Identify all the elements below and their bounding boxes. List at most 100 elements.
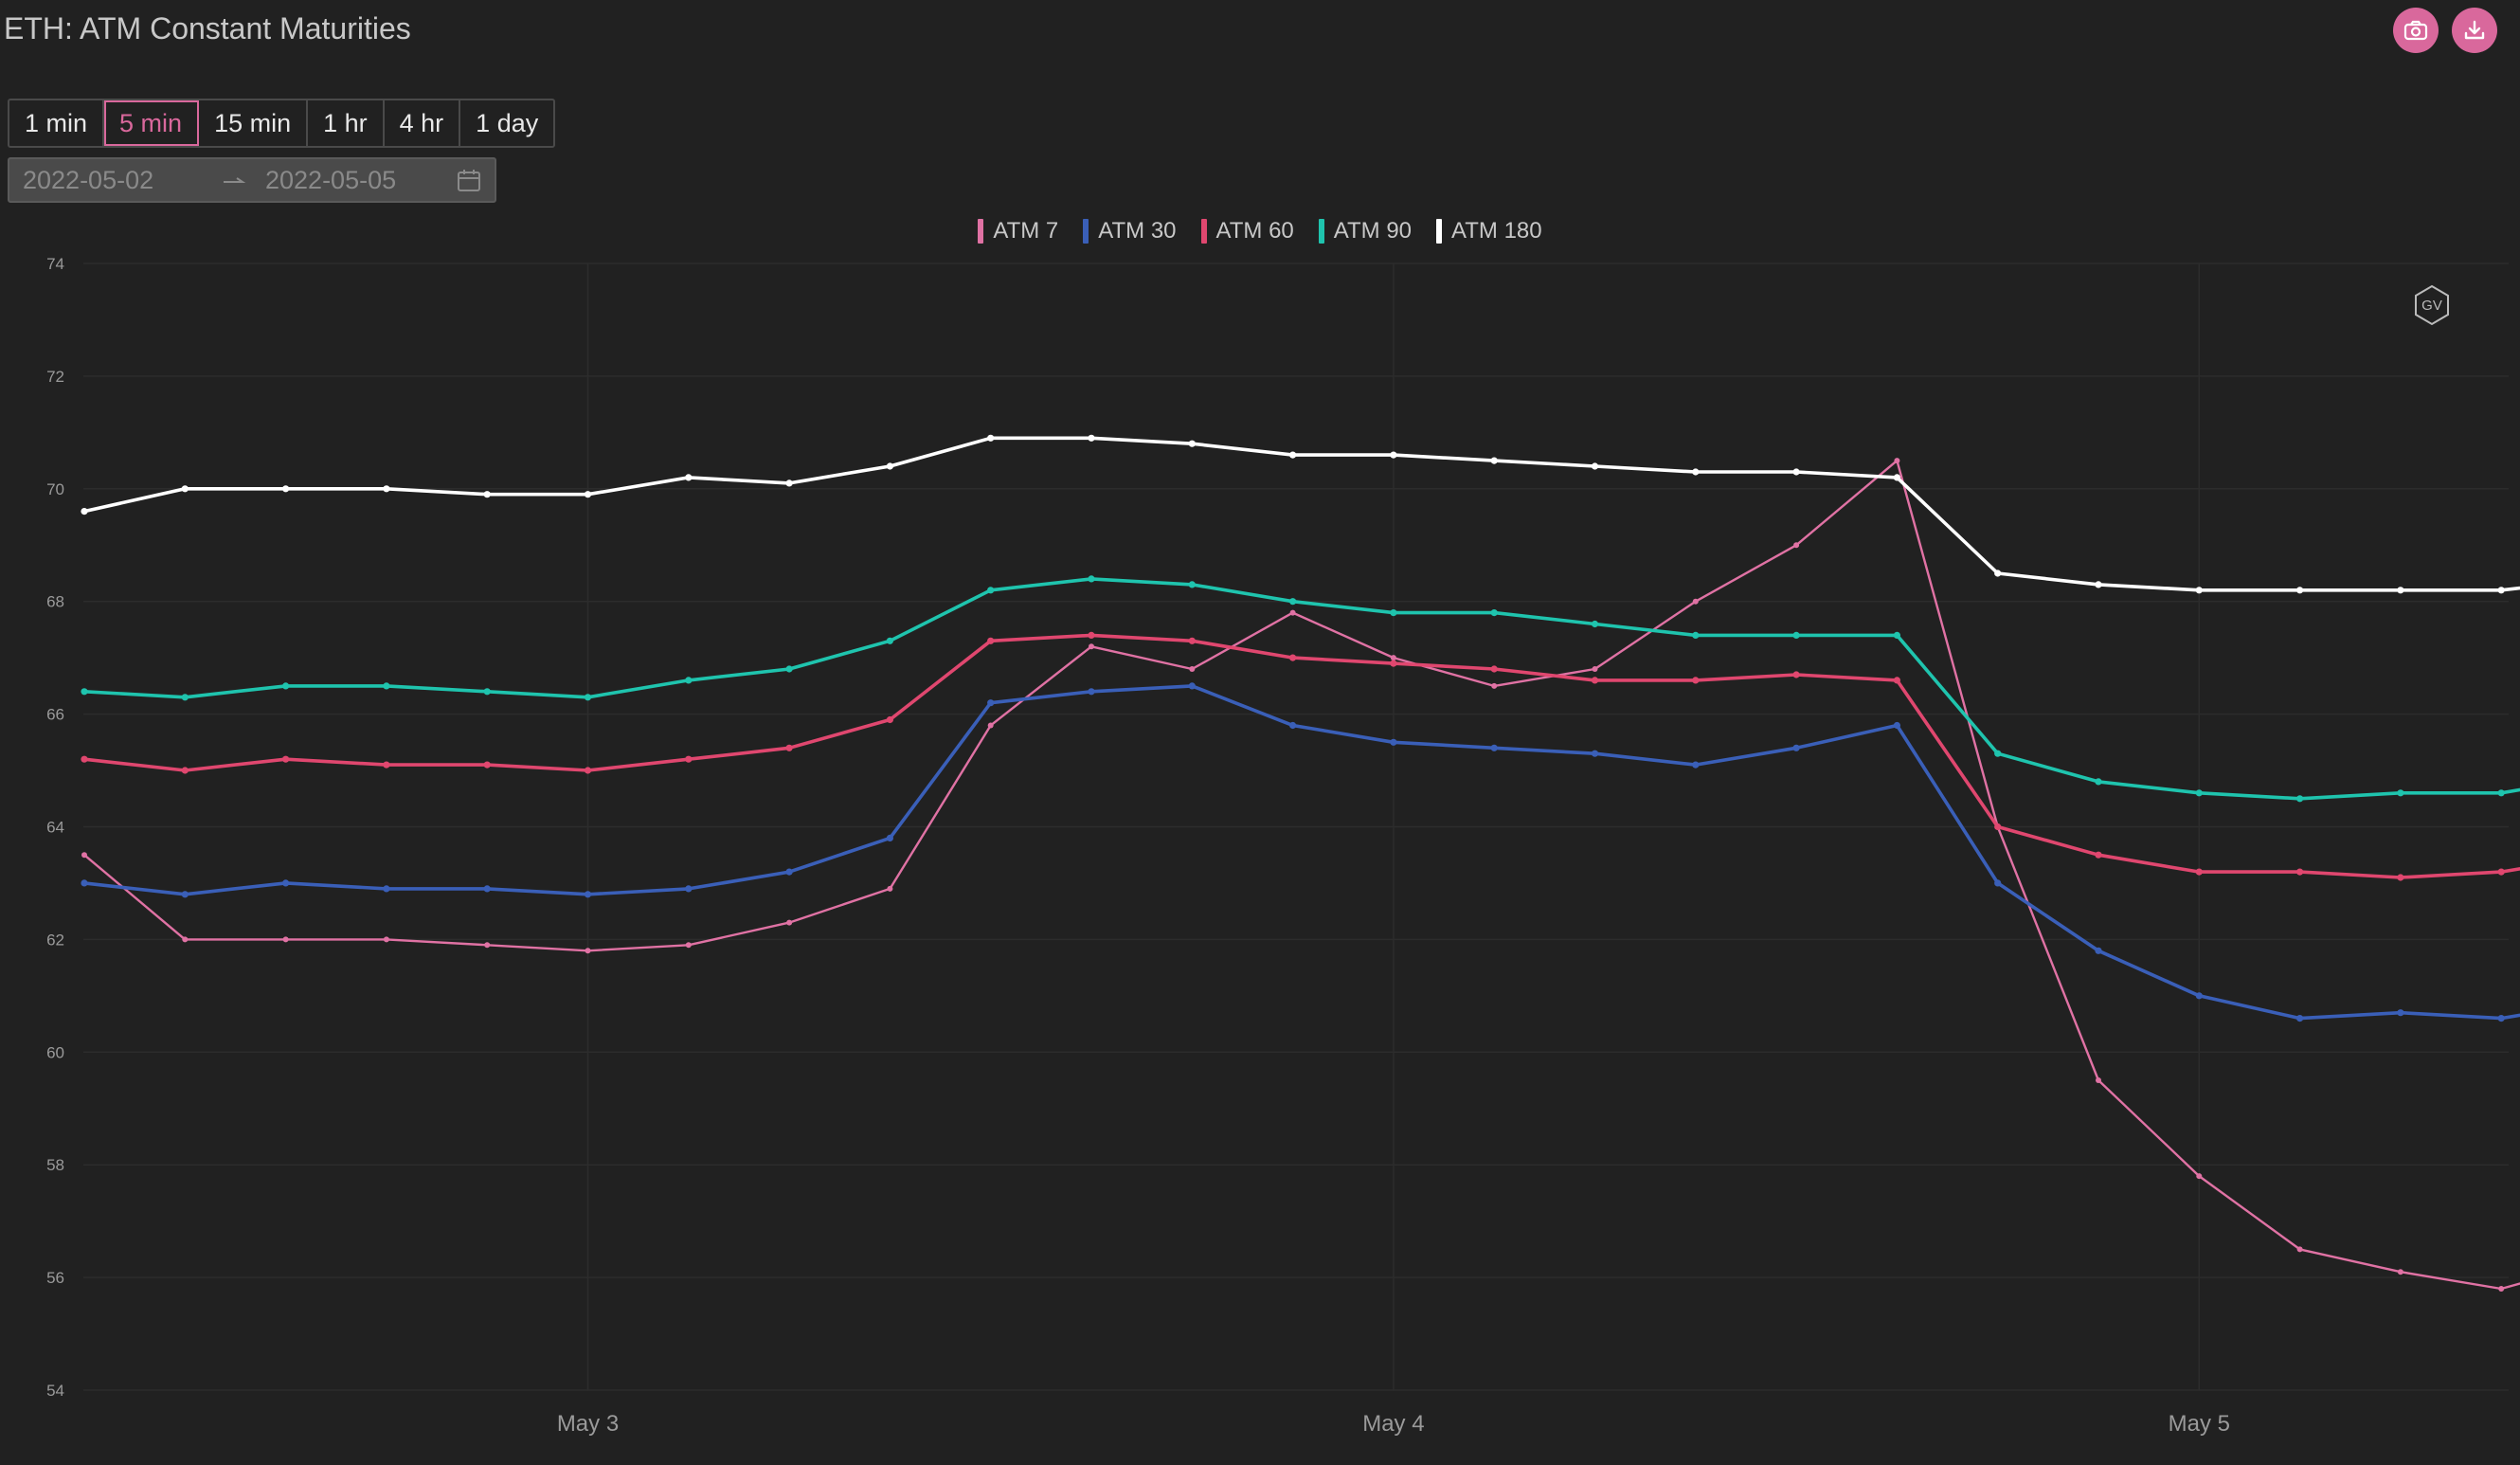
data-point [1289, 598, 1297, 606]
data-point [383, 936, 389, 943]
data-point [1894, 458, 1900, 464]
legend-label: ATM 180 [1451, 218, 1542, 244]
data-point [1994, 570, 2002, 577]
data-point [1793, 542, 1800, 549]
data-point [2096, 1077, 2101, 1083]
data-point [1591, 750, 1599, 757]
data-point [685, 474, 693, 481]
data-point [1289, 609, 1296, 616]
data-point [1390, 451, 1397, 459]
data-point [1289, 721, 1297, 730]
data-point [584, 767, 592, 774]
data-point [785, 479, 793, 487]
data-point [1490, 744, 1498, 751]
data-point [81, 879, 88, 887]
data-point [483, 761, 491, 769]
data-point [282, 755, 290, 763]
data-point [1088, 631, 1095, 640]
data-point [2497, 587, 2505, 594]
data-point [2296, 1015, 2304, 1022]
download-icon [2464, 20, 2485, 40]
date-end-input[interactable]: 2022-05-05 [265, 165, 397, 194]
data-point [1289, 654, 1297, 661]
data-point [181, 485, 189, 493]
data-point [1188, 682, 1196, 690]
legend-swatch [1436, 219, 1443, 244]
data-point [1591, 620, 1599, 628]
data-point [2397, 587, 2404, 594]
data-point [1088, 688, 1095, 696]
data-point [1089, 643, 1094, 650]
legend-item-atm-180[interactable]: ATM 180 [1436, 218, 1542, 244]
legend-item-atm-90[interactable]: ATM 90 [1318, 218, 1412, 244]
data-point [1189, 666, 1196, 672]
y-tick-label: 64 [46, 819, 64, 837]
y-tick-label: 56 [46, 1269, 64, 1287]
data-point [1893, 474, 1900, 481]
data-point [1591, 677, 1599, 684]
data-point [2296, 1246, 2303, 1253]
y-tick-label: 74 [46, 255, 64, 273]
camera-icon [2403, 20, 2428, 41]
data-point [81, 688, 88, 696]
data-point [2195, 587, 2203, 594]
data-point [483, 491, 491, 498]
data-point [81, 755, 88, 763]
data-point [786, 919, 793, 926]
data-point [1390, 738, 1397, 746]
data-point [886, 715, 894, 724]
data-point [886, 637, 894, 644]
legend-item-atm-7[interactable]: ATM 7 [978, 218, 1058, 244]
data-point [81, 852, 87, 859]
interval-button-1hr[interactable]: 1 hr [308, 100, 385, 146]
interval-button-1day[interactable]: 1 day [476, 108, 539, 137]
data-point [2095, 581, 2102, 588]
data-point [483, 688, 491, 696]
download-button[interactable] [2452, 8, 2497, 53]
gv-watermark: GV [2413, 284, 2451, 331]
data-point [383, 485, 390, 493]
interval-button-1min[interactable]: 1 min [9, 100, 105, 146]
legend-item-atm-60[interactable]: ATM 60 [1200, 218, 1294, 244]
data-point [1792, 631, 1800, 640]
series-line-atm-7 [82, 459, 2520, 1291]
data-point [1792, 468, 1800, 476]
legend-label: ATM 60 [1215, 218, 1294, 244]
series-line-atm-30 [82, 684, 2520, 1021]
screenshot-button[interactable] [2393, 8, 2439, 53]
data-point [1592, 666, 1598, 672]
calendar-icon[interactable] [457, 169, 481, 200]
date-range-picker[interactable]: 2022-05-02 2022-05-05 [8, 157, 496, 203]
y-tick-label: 54 [46, 1382, 64, 1400]
legend-item-atm-30[interactable]: ATM 30 [1083, 218, 1177, 244]
legend-label: ATM 30 [1098, 218, 1177, 244]
data-point [1289, 451, 1297, 459]
data-point [383, 761, 390, 769]
data-point [1893, 631, 1900, 640]
data-point [584, 891, 592, 898]
series-line-atm-60 [82, 633, 2520, 879]
interval-button-5min[interactable]: 5 min [104, 100, 200, 146]
chart-legend: ATM 7 ATM 30 ATM 60 ATM 90 ATM 180 [0, 218, 2520, 244]
data-point [2397, 874, 2404, 881]
x-tick-label: May 5 [2169, 1411, 2230, 1437]
legend-swatch [1318, 219, 1324, 244]
series-line-atm-180 [82, 436, 2520, 592]
series-line-atm-90 [82, 577, 2520, 801]
data-point [2095, 947, 2102, 954]
date-start-input[interactable]: 2022-05-02 [23, 165, 154, 194]
interval-button-4hr[interactable]: 4 hr [385, 100, 461, 146]
data-point [2195, 992, 2203, 1000]
data-point [1490, 457, 1498, 464]
data-point [2296, 868, 2304, 876]
data-point [1088, 434, 1095, 442]
interval-button-15min[interactable]: 15 min [199, 100, 309, 146]
data-point [1692, 631, 1700, 640]
y-tick-label: 58 [46, 1156, 64, 1174]
data-point [685, 885, 693, 893]
data-point [282, 936, 289, 943]
interval-selector: 1 min 5 min 15 min 1 hr 4 hr 1 day [8, 99, 556, 148]
data-point [182, 936, 189, 943]
data-point [685, 677, 693, 684]
